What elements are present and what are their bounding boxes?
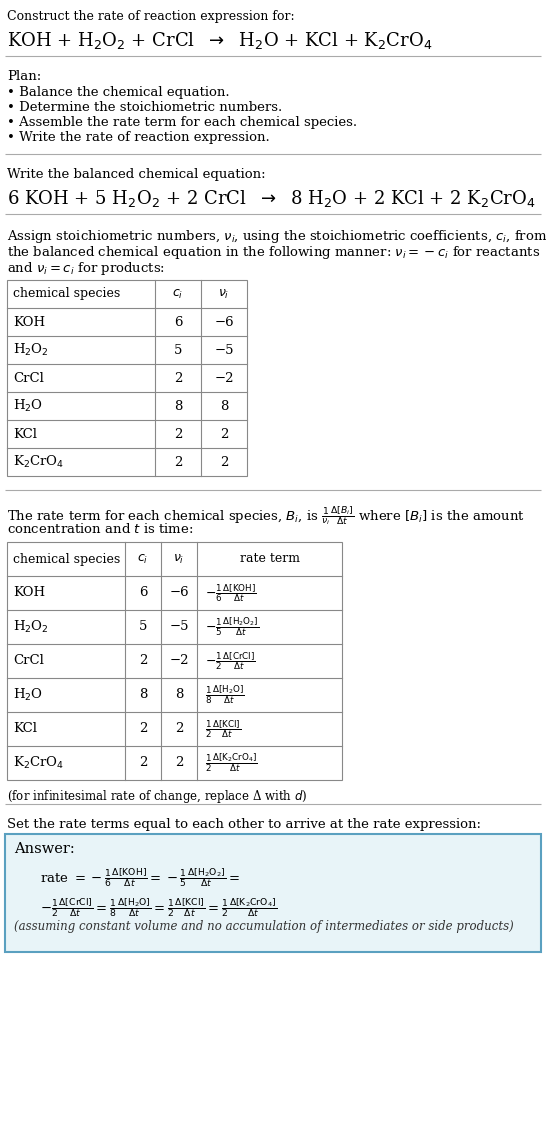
- Text: 2: 2: [175, 756, 183, 770]
- Text: 2: 2: [174, 456, 182, 468]
- Text: 6 KOH + 5 H$_2$O$_2$ + 2 CrCl  $\rightarrow$  8 H$_2$O + 2 KCl + 2 K$_2$CrO$_4$: 6 KOH + 5 H$_2$O$_2$ + 2 CrCl $\rightarr…: [7, 188, 536, 209]
- Text: KCl: KCl: [13, 428, 37, 440]
- Text: KOH: KOH: [13, 315, 45, 329]
- Text: 2: 2: [174, 428, 182, 440]
- Text: • Determine the stoichiometric numbers.: • Determine the stoichiometric numbers.: [7, 101, 282, 115]
- Text: 2: 2: [174, 372, 182, 384]
- Text: rate term: rate term: [240, 552, 300, 566]
- Text: (assuming constant volume and no accumulation of intermediates or side products): (assuming constant volume and no accumul…: [14, 920, 514, 933]
- Text: 2: 2: [139, 722, 147, 736]
- Text: −2: −2: [169, 654, 189, 668]
- Text: 8: 8: [220, 399, 228, 413]
- Text: 5: 5: [139, 620, 147, 634]
- Text: 2: 2: [139, 654, 147, 668]
- Text: Assign stoichiometric numbers, $\nu_i$, using the stoichiometric coefficients, $: Assign stoichiometric numbers, $\nu_i$, …: [7, 228, 546, 245]
- Text: 8: 8: [174, 399, 182, 413]
- Text: $-\frac{1}{6}\frac{\Delta[\mathrm{KOH}]}{\Delta t}$: $-\frac{1}{6}\frac{\Delta[\mathrm{KOH}]}…: [205, 582, 257, 604]
- Text: $\nu_i$: $\nu_i$: [173, 552, 185, 566]
- Text: (for infinitesimal rate of change, replace Δ with $d$): (for infinitesimal rate of change, repla…: [7, 788, 307, 805]
- Text: $-\frac{1}{2}\frac{\Delta[\mathrm{CrCl}]}{\Delta t}$: $-\frac{1}{2}\frac{\Delta[\mathrm{CrCl}]…: [205, 650, 256, 672]
- Text: Set the rate terms equal to each other to arrive at the rate expression:: Set the rate terms equal to each other t…: [7, 818, 481, 831]
- Text: 2: 2: [220, 456, 228, 468]
- Text: KOH: KOH: [13, 586, 45, 600]
- Text: 2: 2: [139, 756, 147, 770]
- Text: Plan:: Plan:: [7, 70, 41, 83]
- Text: −6: −6: [169, 586, 189, 600]
- Text: Answer:: Answer:: [14, 843, 75, 856]
- Text: • Assemble the rate term for each chemical species.: • Assemble the rate term for each chemic…: [7, 116, 357, 129]
- Text: chemical species: chemical species: [13, 288, 120, 301]
- Text: 8: 8: [139, 688, 147, 702]
- Text: Write the balanced chemical equation:: Write the balanced chemical equation:: [7, 168, 265, 181]
- Text: $\frac{1}{8}\frac{\Delta[\mathrm{H_2O}]}{\Delta t}$: $\frac{1}{8}\frac{\Delta[\mathrm{H_2O}]}…: [205, 684, 245, 706]
- Text: $c_i$: $c_i$: [173, 287, 183, 301]
- Text: $\frac{1}{2}\frac{\Delta[\mathrm{K_2CrO_4}]}{\Delta t}$: $\frac{1}{2}\frac{\Delta[\mathrm{K_2CrO_…: [205, 752, 258, 775]
- Text: −2: −2: [214, 372, 234, 384]
- Text: • Write the rate of reaction expression.: • Write the rate of reaction expression.: [7, 132, 270, 144]
- Text: $\frac{1}{2}\frac{\Delta[\mathrm{KCl}]}{\Delta t}$: $\frac{1}{2}\frac{\Delta[\mathrm{KCl}]}{…: [205, 718, 241, 741]
- Text: H$_2$O$_2$: H$_2$O$_2$: [13, 619, 49, 635]
- Text: H$_2$O: H$_2$O: [13, 687, 43, 703]
- Text: 6: 6: [174, 315, 182, 329]
- Text: the balanced chemical equation in the following manner: $\nu_i = -c_i$ for react: the balanced chemical equation in the fo…: [7, 244, 540, 261]
- Text: H$_2$O: H$_2$O: [13, 398, 43, 414]
- Text: chemical species: chemical species: [13, 552, 120, 566]
- Text: −5: −5: [214, 344, 234, 356]
- Text: and $\nu_i = c_i$ for products:: and $\nu_i = c_i$ for products:: [7, 260, 165, 277]
- Bar: [7, 280, 247, 476]
- Text: H$_2$O$_2$: H$_2$O$_2$: [13, 342, 49, 358]
- Text: • Balance the chemical equation.: • Balance the chemical equation.: [7, 86, 230, 99]
- Text: −5: −5: [169, 620, 189, 634]
- Text: $c_i$: $c_i$: [138, 552, 149, 566]
- Text: 8: 8: [175, 688, 183, 702]
- Text: K$_2$CrO$_4$: K$_2$CrO$_4$: [13, 454, 64, 471]
- Text: −6: −6: [214, 315, 234, 329]
- Text: 6: 6: [139, 586, 147, 600]
- Text: concentration and $t$ is time:: concentration and $t$ is time:: [7, 522, 193, 536]
- Text: $-\frac{1}{5}\frac{\Delta[\mathrm{H_2O_2}]}{\Delta t}$: $-\frac{1}{5}\frac{\Delta[\mathrm{H_2O_2…: [205, 616, 259, 638]
- Text: Construct the rate of reaction expression for:: Construct the rate of reaction expressio…: [7, 10, 295, 23]
- Text: 5: 5: [174, 344, 182, 356]
- Text: CrCl: CrCl: [13, 654, 44, 668]
- Text: KCl: KCl: [13, 722, 37, 736]
- Text: rate $= -\frac{1}{6}\frac{\Delta[\mathrm{KOH}]}{\Delta t} = -\frac{1}{5}\frac{\D: rate $= -\frac{1}{6}\frac{\Delta[\mathrm…: [40, 866, 240, 889]
- Text: KOH + H$_2$O$_2$ + CrCl  $\rightarrow$  H$_2$O + KCl + K$_2$CrO$_4$: KOH + H$_2$O$_2$ + CrCl $\rightarrow$ H$…: [7, 29, 432, 51]
- Text: K$_2$CrO$_4$: K$_2$CrO$_4$: [13, 755, 64, 771]
- Text: $\nu_i$: $\nu_i$: [218, 287, 230, 301]
- Text: The rate term for each chemical species, $B_i$, is $\frac{1}{\nu_i}\frac{\Delta[: The rate term for each chemical species,…: [7, 503, 525, 527]
- Bar: [7, 542, 342, 780]
- Text: 2: 2: [175, 722, 183, 736]
- FancyBboxPatch shape: [5, 833, 541, 953]
- Text: $-\frac{1}{2}\frac{\Delta[\mathrm{CrCl}]}{\Delta t} = \frac{1}{8}\frac{\Delta[\m: $-\frac{1}{2}\frac{\Delta[\mathrm{CrCl}]…: [40, 896, 277, 919]
- Text: 2: 2: [220, 428, 228, 440]
- Text: CrCl: CrCl: [13, 372, 44, 384]
